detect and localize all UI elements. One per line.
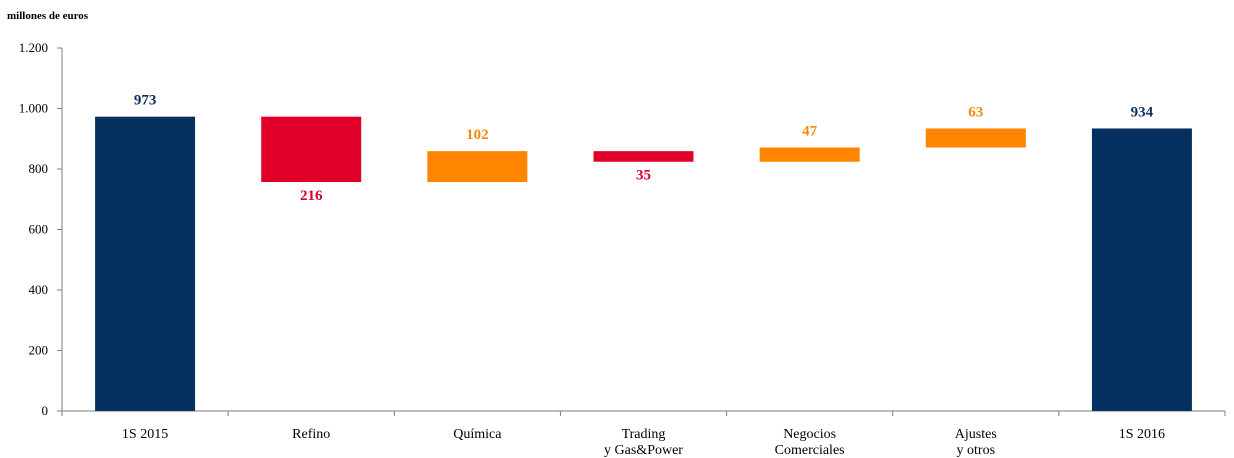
x-category-label: Comerciales: [775, 443, 845, 458]
y-tick-label: 1.000: [19, 101, 48, 116]
bar-total: [1091, 128, 1192, 411]
bar-increase: [759, 147, 860, 162]
data-label: 63: [968, 104, 983, 120]
axes: 0 200 400 600 800 1.000 1.200: [19, 40, 1226, 418]
x-category-label: Refino: [292, 427, 330, 442]
x-category-label: 1S 2016: [1119, 427, 1165, 442]
x-category-label: Trading: [622, 427, 666, 442]
bar-total: [95, 116, 196, 411]
x-category-label: 1S 2015: [122, 427, 168, 442]
data-label: 934: [1131, 104, 1154, 120]
x-category-label: Ajustes: [955, 427, 997, 442]
bar-decrease: [593, 151, 694, 162]
x-category-label: Química: [453, 427, 502, 442]
y-tick-label: 0: [42, 403, 49, 418]
y-tick-label: 200: [29, 343, 49, 358]
data-label: 216: [300, 188, 323, 204]
data-label: 102: [466, 127, 489, 143]
y-tick-label: 1.200: [19, 40, 48, 55]
bars: [95, 116, 1192, 411]
y-tick-label: 800: [29, 161, 49, 176]
bar-decrease: [261, 116, 362, 183]
data-labels: 973 216 102 35 47 63 934: [134, 93, 1154, 204]
x-category-label: y Gas&Power: [604, 443, 683, 458]
y-tick-label: 600: [29, 222, 49, 237]
unit-label: millones de euros: [7, 10, 89, 22]
y-tick-label: 400: [29, 282, 49, 297]
x-category-label: y otros: [957, 443, 996, 458]
data-label: 973: [134, 93, 157, 109]
data-label: 47: [802, 124, 818, 140]
bar-increase: [427, 151, 528, 183]
data-label: 35: [636, 168, 651, 184]
bar-increase: [925, 128, 1026, 148]
x-category-label: Negocios: [783, 427, 836, 442]
